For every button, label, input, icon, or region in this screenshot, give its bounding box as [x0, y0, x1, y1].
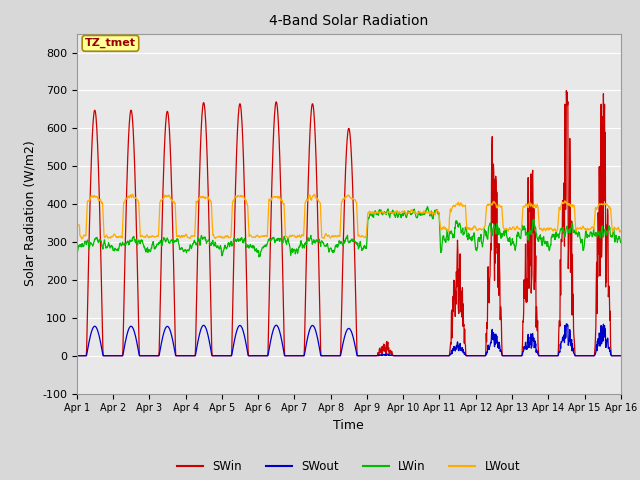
LWin: [434, 210, 442, 216]
SWin: [433, 353, 441, 359]
SWin: [180, 353, 188, 359]
SWout: [255, 353, 262, 359]
X-axis label: Time: Time: [333, 419, 364, 432]
Line: LWin: LWin: [77, 207, 621, 257]
LWout: [617, 228, 625, 234]
Text: TZ_tmet: TZ_tmet: [85, 38, 136, 48]
LWin: [505, 236, 513, 241]
LWin: [424, 204, 431, 210]
LWin: [553, 231, 561, 237]
LWin: [617, 240, 625, 246]
Y-axis label: Solar Radiation (W/m2): Solar Radiation (W/m2): [24, 141, 36, 287]
Legend: SWin, SWout, LWin, LWout: SWin, SWout, LWin, LWout: [173, 455, 525, 478]
LWout: [255, 234, 263, 240]
LWin: [255, 248, 262, 253]
SWout: [552, 353, 560, 359]
LWout: [181, 233, 189, 239]
LWin: [194, 238, 202, 244]
SWin: [194, 241, 202, 247]
SWin: [552, 353, 560, 359]
SWin: [563, 88, 570, 94]
Line: LWout: LWout: [77, 194, 621, 239]
SWin: [73, 353, 81, 359]
Title: 4-Band Solar Radiation: 4-Band Solar Radiation: [269, 14, 428, 28]
SWout: [504, 353, 512, 359]
SWout: [563, 321, 570, 327]
SWin: [504, 353, 512, 359]
SWin: [255, 353, 262, 359]
LWout: [195, 197, 202, 203]
SWout: [73, 353, 81, 359]
LWin: [180, 248, 188, 254]
SWout: [617, 353, 625, 359]
SWout: [433, 353, 441, 359]
LWout: [73, 222, 81, 228]
LWin: [73, 248, 81, 253]
LWout: [505, 226, 513, 232]
LWout: [553, 228, 561, 234]
LWout: [78, 236, 86, 242]
Line: SWin: SWin: [77, 91, 621, 356]
Line: SWout: SWout: [77, 324, 621, 356]
LWout: [434, 208, 442, 214]
SWout: [180, 353, 188, 359]
LWin: [255, 254, 263, 260]
SWin: [617, 353, 625, 359]
LWout: [311, 192, 319, 197]
SWout: [194, 339, 202, 345]
